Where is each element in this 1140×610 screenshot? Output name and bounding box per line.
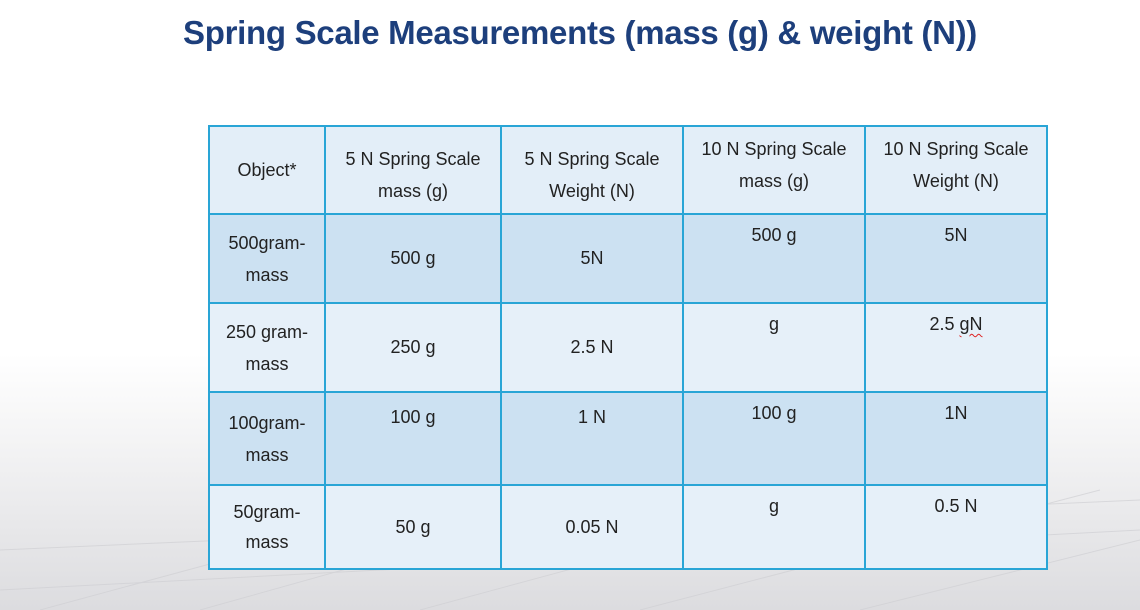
cell-5n-mass: 500 g — [324, 213, 502, 304]
table-row: 100gram- mass 100 g 1 N 100 g 1N — [208, 391, 1048, 486]
object-cell: 500gram- mass — [208, 213, 326, 304]
cell-10n-weight: 0.5 N — [864, 484, 1048, 570]
header-10n-weight: 10 N Spring Scale Weight (N) — [864, 125, 1048, 215]
cell-5n-weight: 5N — [500, 213, 684, 304]
slide-title: Spring Scale Measurements (mass (g) & we… — [183, 14, 977, 51]
cell-5n-weight: 1 N — [500, 391, 684, 486]
cell-10n-weight: 5N — [864, 213, 1048, 304]
cell-5n-weight: 0.05 N — [500, 484, 684, 570]
cell-10n-mass: 100 g — [682, 391, 866, 486]
object-cell: 250 gram- mass — [208, 302, 326, 393]
object-cell: 50gram- mass — [208, 484, 326, 570]
header-object: Object* — [208, 125, 326, 215]
cell-5n-mass: 250 g — [324, 302, 502, 393]
header-5n-weight: 5 N Spring Scale Weight (N) — [500, 125, 684, 215]
cell-10n-weight: 1N — [864, 391, 1048, 486]
spellcheck-flagged-text: gN — [959, 314, 983, 334]
cell-5n-mass: 100 g — [324, 391, 502, 486]
object-cell: 100gram- mass — [208, 391, 326, 486]
cell-10n-mass: g — [682, 484, 866, 570]
cell-10n-mass: 500 g — [682, 213, 866, 304]
table-row: 250 gram- mass 250 g 2.5 N g 2.5 gN — [208, 302, 1048, 393]
table-row: 500gram- mass 500 g 5N 500 g 5N — [208, 213, 1048, 304]
measurements-table: Object* 5 N Spring Scale mass (g) 5 N Sp… — [208, 125, 1048, 570]
table-row: 50gram- mass 50 g 0.05 N g 0.5 N — [208, 484, 1048, 570]
cell-10n-weight: 2.5 gN — [864, 302, 1048, 393]
table-header-row: Object* 5 N Spring Scale mass (g) 5 N Sp… — [208, 125, 1048, 215]
cell-5n-weight: 2.5 N — [500, 302, 684, 393]
header-10n-mass: 10 N Spring Scale mass (g) — [682, 125, 866, 215]
cell-5n-mass: 50 g — [324, 484, 502, 570]
header-5n-mass: 5 N Spring Scale mass (g) — [324, 125, 502, 215]
cell-10n-mass: g — [682, 302, 866, 393]
